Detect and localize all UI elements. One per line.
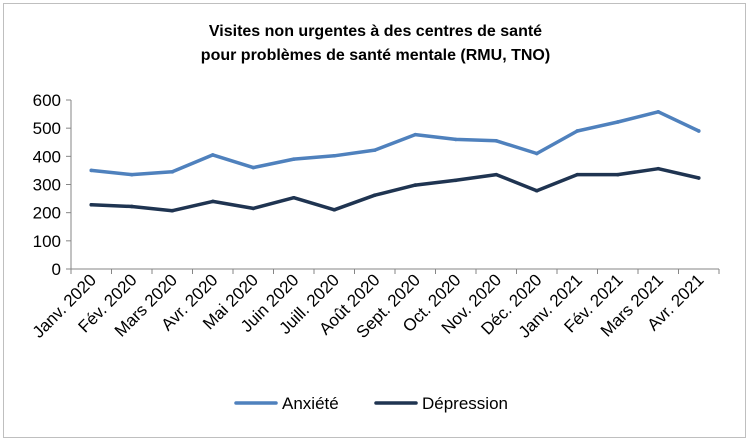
y-tick-label: 0 [52,260,61,279]
data-point [332,153,337,158]
data-point [129,204,134,209]
data-point [453,178,458,183]
data-point [615,172,620,177]
data-point [170,208,175,213]
data-point [251,165,256,170]
data-point [291,195,296,200]
data-point [372,148,377,152]
data-point [372,193,377,198]
y-tick-label: 300 [33,176,61,195]
data-point [129,172,134,177]
y-tick-label: 400 [33,147,61,166]
data-point [291,157,296,161]
legend-label-2: Dépression [422,394,508,413]
chart-title: Visites non urgentes à des centres de sa… [0,20,751,68]
data-point [534,151,539,156]
chart-frame [3,3,746,438]
data-point [696,129,701,133]
data-point [575,172,580,177]
data-point [89,168,94,173]
series-line-1 [89,110,701,177]
data-point [656,166,661,171]
chart-title-line-1: Visites non urgentes à des centres de sa… [208,23,543,40]
data-point [89,202,94,207]
chart-title-line-2: pour problèmes de santé mentale (RMU, TN… [200,47,551,64]
data-point [575,129,580,133]
data-point [332,208,337,212]
y-tick-label: 600 [33,91,61,110]
data-point [413,183,418,187]
y-tick-label: 200 [33,204,61,223]
data-point [170,170,175,174]
data-point [251,206,256,211]
data-point [696,176,701,180]
data-point [656,110,661,114]
data-point [615,120,620,124]
data-point [494,172,499,177]
y-tick-label: 100 [33,232,61,251]
legend-label-1: Anxiété [282,394,339,413]
series-line-2 [89,166,701,213]
data-point [210,199,215,204]
data-point [453,137,458,142]
y-tick-label: 500 [33,119,61,138]
data-point [494,139,499,143]
data-point [534,188,539,193]
data-point [210,153,215,157]
data-point [413,132,418,137]
